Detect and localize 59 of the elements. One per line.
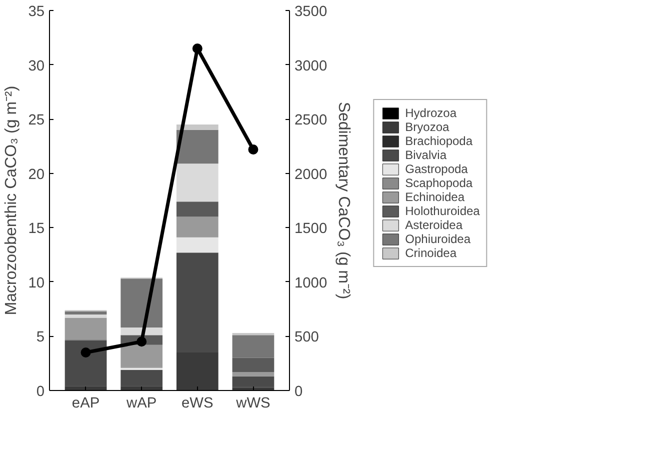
y2-axis-title: Sedimentary CaCO₃ (g m⁻²) — [335, 102, 352, 300]
legend-label: Bivalvia — [405, 148, 446, 162]
bar — [120, 278, 163, 328]
bar — [64, 318, 107, 340]
bar — [64, 314, 107, 318]
bar — [232, 335, 274, 358]
point — [80, 348, 91, 358]
y2-tick-label: 500 — [294, 330, 319, 346]
x-tick-label: wAP — [126, 396, 157, 412]
y2-tick-label: 1500 — [294, 221, 328, 238]
bar — [176, 164, 218, 202]
legend-label: Echinoidea — [405, 190, 465, 204]
point — [136, 336, 147, 347]
x-tick-label: eWS — [182, 396, 214, 412]
x-tick-label: eAP — [72, 396, 100, 412]
point — [248, 144, 258, 154]
bar — [176, 130, 218, 164]
bar — [64, 311, 107, 314]
y2-tick-label: 3500 — [294, 4, 328, 20]
y-tick-label: 5 — [36, 330, 45, 346]
bar — [176, 352, 218, 390]
point — [192, 44, 202, 54]
bar — [232, 358, 274, 372]
legend-label: Scaphopoda — [405, 176, 473, 190]
bar — [176, 237, 218, 253]
legend-label: Ophiuroidea — [405, 232, 471, 246]
legend-label: Holothuroidea — [405, 204, 480, 218]
bar — [120, 370, 163, 386]
y-tick-label: 0 — [36, 384, 45, 400]
bar — [176, 124, 218, 130]
y-tick-label: 25 — [28, 112, 45, 129]
bar — [232, 376, 274, 388]
bar — [120, 386, 163, 390]
bar — [120, 328, 163, 336]
y2-tick-label: 0 — [294, 384, 303, 400]
y-tick-label: 20 — [28, 166, 45, 183]
y-tick-label: 30 — [28, 58, 45, 74]
bar — [176, 216, 218, 238]
y2-tick-label: 3000 — [294, 58, 328, 74]
legend-label: Brachiopoda — [405, 134, 473, 148]
bar — [176, 252, 218, 352]
y2-tick-label: 1000 — [294, 275, 328, 292]
y-tick-label: 15 — [28, 221, 45, 238]
bar — [232, 332, 274, 336]
legend-label: Gastropoda — [405, 162, 468, 176]
legend-label: Crinoidea — [405, 246, 457, 260]
y-tick-label: 10 — [28, 275, 45, 292]
y-tick-label: 35 — [28, 4, 45, 20]
bar — [64, 340, 107, 386]
legend-label: Bryozoa — [405, 120, 450, 134]
y-axis-title: Macrozoobenthic CaCO₃ (g m⁻²) — [3, 86, 20, 316]
y2-tick-label: 2000 — [294, 166, 328, 183]
x-tick-label: wWS — [235, 396, 271, 412]
legend-label: Hydrozoa — [405, 106, 456, 120]
legend-label: Asteroidea — [405, 218, 463, 232]
bar — [176, 202, 218, 217]
bar — [232, 372, 274, 376]
bar — [120, 344, 163, 367]
y2-tick-label: 2500 — [294, 112, 328, 129]
